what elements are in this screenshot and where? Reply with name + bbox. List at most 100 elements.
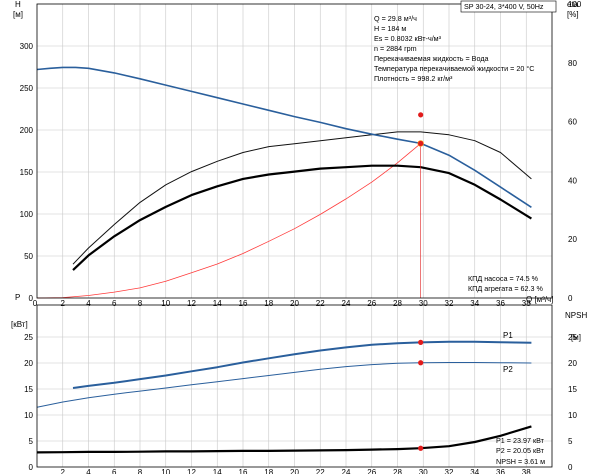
duty-point-bottom-1 [418, 360, 424, 366]
system-curve [36, 143, 421, 299]
top-x-tick-label: 16 [239, 299, 248, 308]
bottom-x-tick-label: 38 [522, 468, 531, 474]
top-x-tick-label: 12 [187, 299, 196, 308]
top-right-tick-label: 0 [568, 294, 573, 303]
bottom-right-axis-title: NPSH [565, 311, 587, 320]
top-plot-frame [36, 3, 553, 299]
bottom-right-tick-label: 20 [568, 359, 577, 368]
top-left-axis-unit: [м] [13, 10, 23, 19]
unit-efficiency-curve [72, 164, 532, 271]
top-x-tick-label: 28 [393, 299, 402, 308]
top-x-tick-label: 6 [112, 299, 117, 308]
bottom-right-tick-label: 10 [568, 411, 577, 420]
grid-layer [37, 4, 552, 467]
top-right-tick-label: 60 [568, 118, 577, 127]
bottom-x-tick-label: 2 [61, 468, 66, 474]
top-x-tick-label: 36 [496, 299, 505, 308]
p2-series-label: P2 [503, 365, 513, 374]
bottom-x-tick-label: 24 [342, 468, 351, 474]
bottom-x-tick-label: 14 [213, 468, 222, 474]
bottom-x-tick-label: 6 [112, 468, 117, 474]
top-x-tick-label: 18 [264, 299, 273, 308]
bottom-x-tick-label: 34 [470, 468, 479, 474]
bottom-x-tick-label: 30 [419, 468, 428, 474]
head-curve [36, 66, 532, 208]
bottom-x-tick-label: 10 [161, 468, 170, 474]
top-right-tick-label: 20 [568, 235, 577, 244]
bottom-x-tick-label: 18 [264, 468, 273, 474]
top-x-tick-label: 14 [213, 299, 222, 308]
npsh-value-label: NPSH = 3.61 м [496, 457, 545, 466]
top-x-tick-label: 0 [33, 299, 38, 308]
label-layer: 2 4 6 8 10 12 14 16 18 20 22 24 26 28 30 32 34 36 38005010… [20, 0, 582, 474]
top-x-tick-label: 32 [445, 299, 454, 308]
top-x-tick-label: 30 [419, 299, 428, 308]
top-x-tick-label: 24 [342, 299, 351, 308]
pump-efficiency-label: КПД насоса = 74.5 % [468, 274, 539, 283]
info-block: Q = 29.8 м³/ч H = 184 м Es = 0.8032 кВт-… [374, 14, 534, 83]
top-x-tick-label: 8 [138, 299, 143, 308]
info-line-liquid: Перекачиваемая жидкость = Вода [374, 54, 489, 63]
top-x-tick-label: 2 [61, 299, 66, 308]
top-x-tick-label: 10 [161, 299, 170, 308]
curve-layer [36, 66, 532, 454]
top-left-axis-title: H [15, 0, 21, 9]
bottom-right-tick-label: 0 [568, 463, 573, 472]
top-left-tick-label: 250 [20, 84, 34, 93]
pump-efficiency-curve [72, 131, 532, 265]
top-left-tick-label: 0 [29, 294, 34, 303]
bottom-x-tick-label: 32 [445, 468, 454, 474]
top-left-tick-label: 100 [20, 210, 34, 219]
bottom-x-tick-label: 8 [138, 468, 143, 474]
p1-value-label: P1 = 23.97 кВт [496, 436, 545, 445]
bottom-x-tick-label: 12 [187, 468, 196, 474]
top-x-tick-label: 22 [316, 299, 325, 308]
duty-point-bottom-0 [418, 339, 424, 345]
unit-efficiency-label: КПД агрегата = 62.3 % [468, 284, 544, 293]
bottom-x-tick-label: 36 [496, 468, 505, 474]
frame-layer [36, 3, 553, 468]
top-right-axis-unit: [%] [567, 10, 579, 19]
bottom-left-tick-label: 15 [24, 385, 33, 394]
bottom-x-tick-label: 22 [316, 468, 325, 474]
top-right-tick-label: 100 [568, 0, 582, 9]
chart-title: SP 30-24, 3*400 V, 50Hz [464, 2, 544, 11]
bottom-left-tick-label: 20 [24, 359, 33, 368]
duty-point-bottom-2 [418, 445, 424, 451]
npsh-curve [36, 425, 532, 454]
top-x-tick-label: 38 [522, 299, 531, 308]
bottom-x-tick-label: 28 [393, 468, 402, 474]
p2-curve [36, 362, 532, 408]
info-line-temperature: Температура перекачиваемой жидкости = 20… [374, 64, 534, 73]
bottom-left-tick-label: 0 [29, 463, 34, 472]
bottom-left-tick-label: 5 [29, 437, 34, 446]
bottom-x-tick-label: 4 [86, 468, 91, 474]
top-x-tick-label: 26 [367, 299, 376, 308]
bottom-plot-frame [36, 304, 553, 468]
bottom-x-tick-label: 26 [367, 468, 376, 474]
info-line-density: Плотность = 998.2 кг/м³ [374, 74, 453, 83]
top-x-tick-label: 20 [290, 299, 299, 308]
top-x-tick-label: 4 [86, 299, 91, 308]
bottom-right-axis-unit: [м] [571, 333, 581, 342]
top-x-tick-label: 34 [470, 299, 479, 308]
bottom-left-tick-label: 10 [24, 411, 33, 420]
top-left-tick-label: 200 [20, 126, 34, 135]
bottom-left-axis-title: P [15, 293, 20, 302]
bottom-left-axis-unit: [кВт] [11, 320, 28, 329]
duty-point-head-core [418, 140, 424, 147]
bottom-x-tick-label: 20 [290, 468, 299, 474]
p1-curve [72, 340, 532, 389]
top-left-tick-label: 300 [20, 42, 34, 51]
duty-point-efficiency [418, 112, 424, 118]
bottom-left-tick-label: 25 [24, 333, 33, 342]
bottom-right-tick-label: 25 [568, 333, 577, 342]
top-left-tick-label: 50 [24, 252, 33, 261]
info-line-flow: Q = 29.8 м³/ч [374, 14, 417, 23]
info-line-energy: Es = 0.8032 кВт-ч/м³ [374, 34, 442, 43]
p1-series-label: P1 [503, 331, 513, 340]
info-line-head: H = 184 м [374, 24, 406, 33]
chart-title-box [460, 0, 557, 13]
p2-value-label: P2 = 20.05 кВт [496, 446, 545, 455]
